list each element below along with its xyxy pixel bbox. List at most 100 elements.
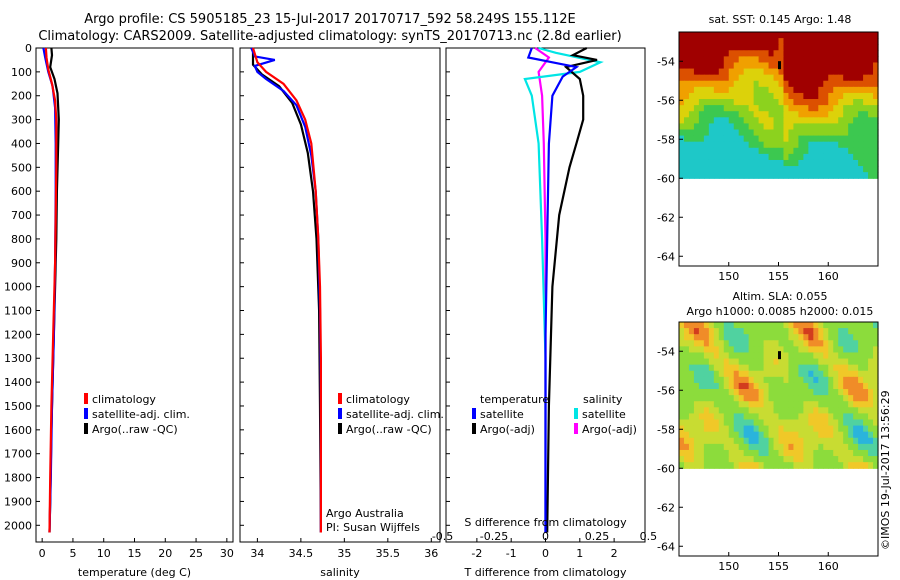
heatmap-cell (813, 153, 819, 161)
heatmap-cell (793, 56, 799, 64)
heatmap-cell (763, 334, 770, 341)
heatmap-cell (773, 111, 780, 118)
heatmap-cell (853, 389, 859, 396)
heatmap-cell (793, 44, 799, 51)
heatmap-cell (823, 456, 829, 463)
map-x-tick-label: 150 (718, 560, 739, 573)
heatmap-cell (698, 462, 705, 469)
heatmap-cell (843, 50, 849, 57)
heatmap-cell (853, 340, 859, 347)
heatmap-cell (763, 50, 770, 57)
legend-label: satellite (480, 408, 524, 421)
heatmap-cell (778, 74, 785, 82)
heatmap-cell (838, 449, 844, 457)
heatmap-cell (718, 419, 725, 427)
heatmap-cell (758, 413, 765, 421)
heatmap-cell (698, 407, 705, 414)
heatmap-cell (798, 352, 804, 360)
heatmap-cell (723, 352, 730, 360)
heatmap-cell (688, 166, 695, 173)
heatmap-cell (798, 370, 804, 378)
heatmap-cell (818, 456, 824, 463)
heatmap-cell (838, 419, 844, 427)
heatmap-cell (853, 456, 859, 463)
heatmap-cell (758, 425, 765, 433)
heatmap-cell (873, 105, 879, 112)
map-y-tick-label: -54 (657, 55, 675, 68)
heatmap-cell (803, 328, 809, 335)
heatmap-cell (743, 50, 750, 57)
heatmap-cell (743, 111, 750, 118)
heatmap-cell (763, 147, 770, 155)
heatmap-cell (783, 153, 790, 161)
heatmap-cell (733, 322, 740, 329)
heatmap-cell (768, 50, 775, 57)
heatmap-cell (698, 413, 705, 421)
heatmap-cell (848, 340, 854, 347)
heatmap-cell (823, 68, 829, 76)
heatmap-cell (679, 346, 685, 354)
heatmap-cell (683, 382, 690, 390)
figure-title-line1: Argo profile: CS 5905185_23 15-Jul-2017 … (84, 12, 576, 27)
heatmap-cell (743, 86, 750, 94)
heatmap-cell (843, 364, 849, 372)
heatmap-cell (763, 38, 770, 45)
heatmap-cell (773, 437, 780, 445)
heatmap-cell (748, 117, 755, 124)
heatmap-cell (818, 56, 824, 64)
heatmap-cell (798, 111, 804, 118)
heatmap-cell (758, 111, 765, 118)
heatmap-cell (808, 358, 814, 366)
heatmap-cell (873, 68, 879, 76)
heatmap-cell (858, 159, 864, 167)
heatmap-cell (873, 166, 879, 173)
heatmap-cell (748, 437, 755, 445)
heatmap-cell (778, 352, 785, 360)
heatmap-cell (763, 111, 770, 118)
heatmap-cell (713, 135, 720, 143)
heatmap-cell (703, 38, 710, 45)
legend-label: climatology (92, 393, 156, 406)
heatmap-cell (848, 86, 854, 94)
heatmap-cell (679, 395, 685, 402)
heatmap-cell (803, 340, 809, 347)
figure-title-line2: Climatology: CARS2009. Satellite-adjuste… (38, 29, 622, 44)
heatmap-cell (738, 322, 745, 329)
heatmap-cell (758, 370, 765, 378)
heatmap-cell (683, 322, 690, 329)
heatmap-cell (738, 370, 745, 378)
heatmap-cell (698, 431, 705, 439)
heatmap-cell (778, 346, 785, 354)
heatmap-cell (768, 86, 775, 94)
heatmap-cell (708, 456, 715, 463)
heatmap-cell (728, 334, 735, 341)
heatmap-cell (713, 62, 720, 70)
heatmap-cell (803, 364, 809, 372)
heatmap-cell (738, 50, 745, 57)
heatmap-cell (808, 364, 814, 372)
heatmap-cell (718, 407, 725, 414)
heatmap-cell (683, 166, 690, 173)
heatmap-cell (733, 74, 740, 82)
heatmap-cell (858, 166, 864, 173)
heatmap-cell (843, 456, 849, 463)
heatmap-cell (683, 334, 690, 341)
heatmap-cell (808, 425, 814, 433)
heatmap-cell (688, 50, 695, 57)
heatmap-cell (733, 80, 740, 88)
y-tick-label: 100 (11, 66, 32, 79)
heatmap-cell (768, 44, 775, 51)
heatmap-cell (813, 44, 819, 51)
heatmap-cell (753, 62, 760, 70)
heatmap-cell (783, 141, 790, 149)
heatmap-cell (843, 328, 849, 335)
x-tick-label: 34.5 (289, 547, 314, 560)
heatmap-cell (733, 92, 740, 100)
heatmap-cell (753, 111, 760, 118)
heatmap-cell (798, 166, 804, 173)
heatmap-cell (773, 147, 780, 155)
heatmap-cell (693, 401, 700, 408)
heatmap-cell (679, 141, 685, 149)
heatmap-cell (693, 123, 700, 131)
heatmap-cell (683, 370, 690, 378)
